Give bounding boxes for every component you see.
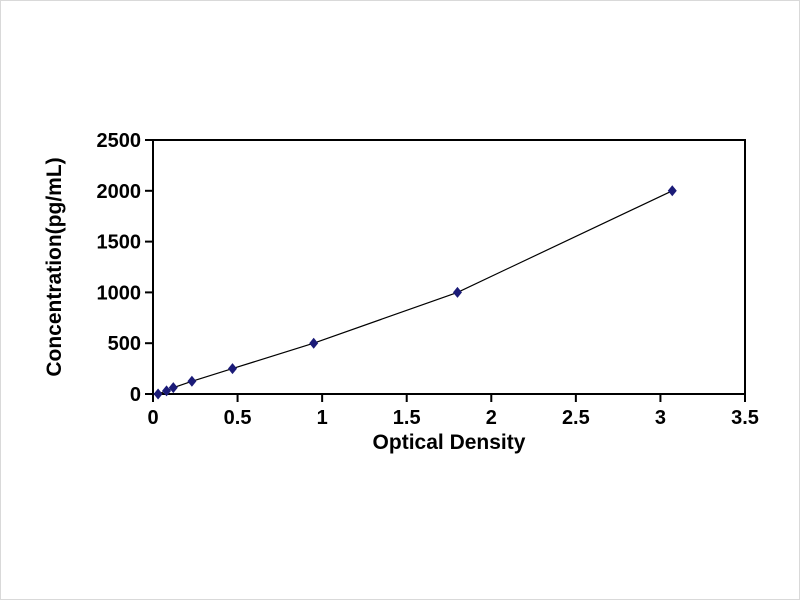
data-point-marker xyxy=(452,286,462,298)
x-tick-label: 3.5 xyxy=(731,407,759,429)
x-tick-label: 2 xyxy=(486,407,497,429)
data-point-marker xyxy=(309,337,319,349)
plot-frame xyxy=(152,139,746,395)
data-point-marker xyxy=(667,185,677,197)
chart-plot-area: 0 0.5 1 1.5 2 2.5 3 3.5 0 500 1000 1500 2000 2500 xyxy=(97,130,759,429)
y-tick-label: 0 xyxy=(130,384,141,406)
data-point-marker xyxy=(227,363,237,375)
y-tick-label: 2000 xyxy=(97,181,142,203)
data-point-marker xyxy=(168,382,178,394)
x-tick-label: 0 xyxy=(147,407,158,429)
y-tick-label: 1000 xyxy=(97,282,142,304)
data-point-marker xyxy=(187,375,197,387)
x-tick-label: 0.5 xyxy=(224,407,252,429)
x-tick-label: 3 xyxy=(655,407,666,429)
x-tick-label: 2.5 xyxy=(562,407,590,429)
x-tick-label: 1.5 xyxy=(393,407,421,429)
data-point-marker xyxy=(153,388,163,400)
standard-curve-line xyxy=(157,190,673,395)
y-tick-label: 500 xyxy=(108,333,141,355)
x-tick-label: 1 xyxy=(317,407,328,429)
y-tick-label: 2500 xyxy=(97,130,142,152)
data-point-marker xyxy=(162,385,172,397)
x-axis-title: Optical Density xyxy=(373,431,526,454)
y-tick-label: 1500 xyxy=(97,232,142,254)
y-axis-title: Concentration(pg/mL) xyxy=(43,157,66,376)
